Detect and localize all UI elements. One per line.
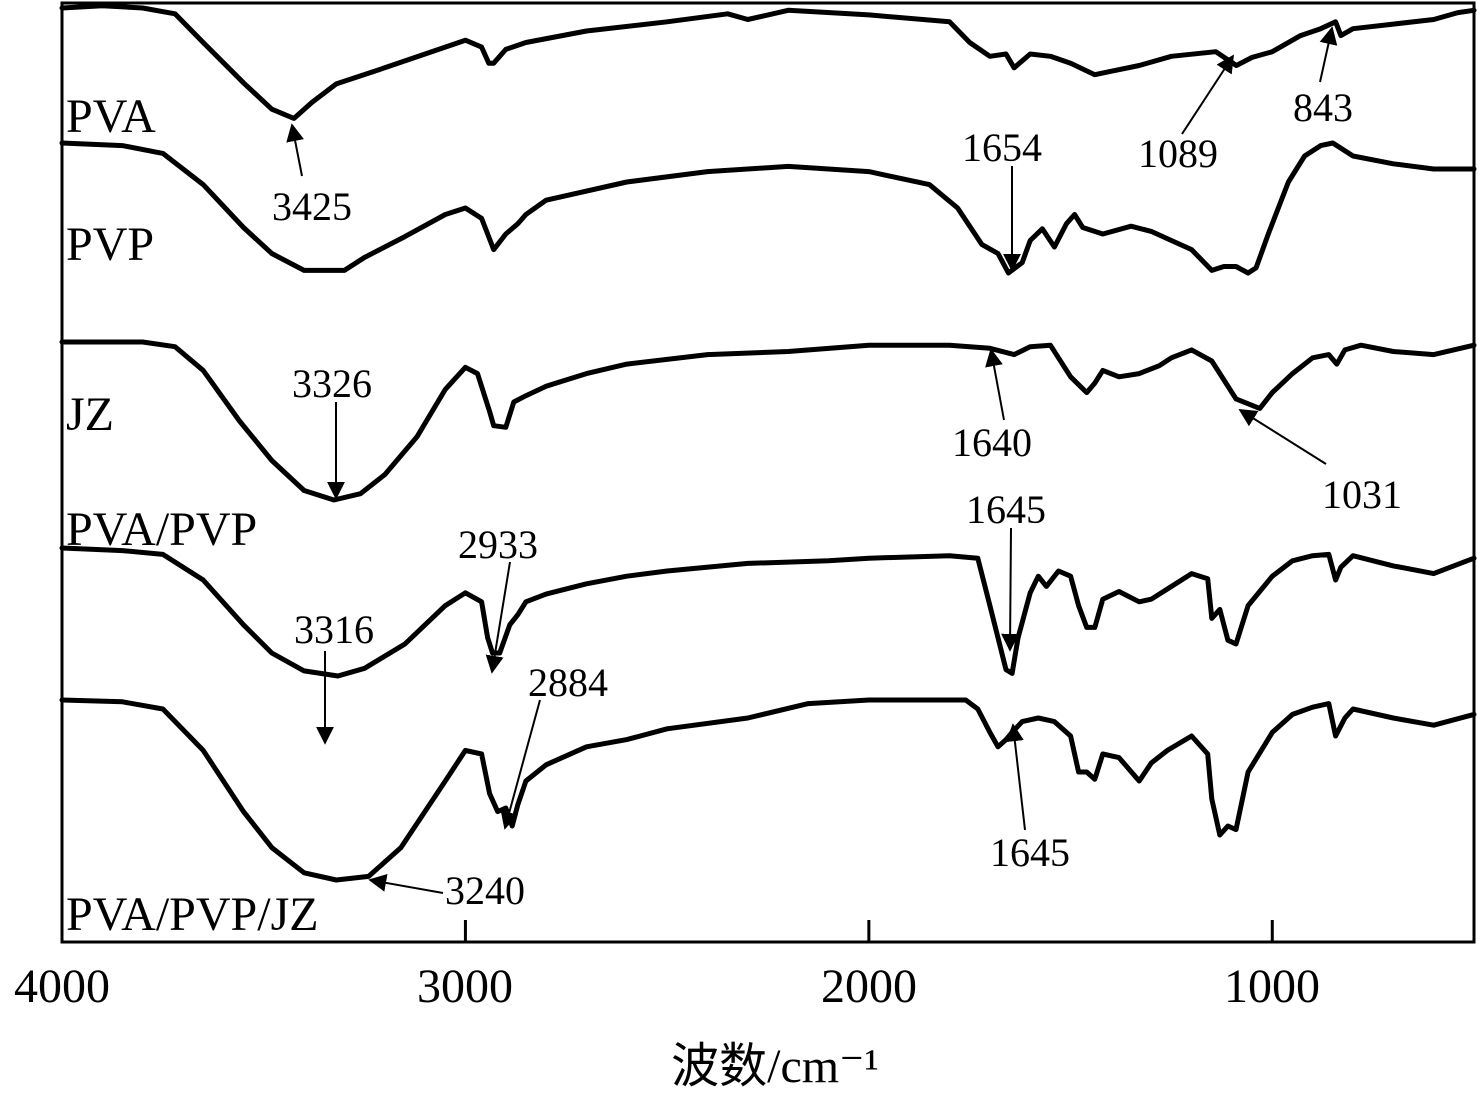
annotation-label-1645-bottom: 1645 [990, 830, 1070, 875]
annotation-arrow-3425-0 [286, 123, 304, 177]
annotation-label-1089: 1089 [1138, 131, 1218, 176]
annotation-arrows [286, 26, 1338, 894]
annotation-arrow-1031-6 [1238, 409, 1327, 465]
annotation-arrow-2933-7 [485, 561, 511, 674]
spectrum-line-jz [59, 339, 1477, 503]
annotation-label-2884: 2884 [528, 660, 608, 705]
annotation-label-843: 843 [1293, 85, 1353, 130]
plot-frame [60, 1, 1476, 944]
annotation-label-3240: 3240 [445, 868, 525, 913]
annotation-label-1654: 1654 [962, 125, 1042, 170]
x-tick-label-2000: 2000 [821, 960, 917, 1013]
annotation-arrow-843-3 [1319, 26, 1338, 83]
spectra-group [59, 3, 1477, 883]
annotation-arrow-1089-2 [1181, 54, 1234, 135]
annotation-arrow-1640-5 [985, 348, 1005, 421]
annotation-label-1031: 1031 [1322, 472, 1402, 517]
x-axis-title: 波数/cm⁻¹ [671, 1040, 879, 1093]
series-label-jz: JZ [66, 388, 114, 441]
spectrum-line-pva [59, 3, 1477, 121]
x-tick-label-1000: 1000 [1224, 960, 1320, 1013]
annotation-arrow-1645-8 [1001, 527, 1020, 652]
x-axis-ticks [60, 920, 1274, 942]
series-label-pva: PVA [66, 90, 156, 143]
series-label-pva-pvp-jz: PVA/PVP/JZ [66, 888, 319, 941]
series-label-pvp: PVP [66, 218, 154, 271]
spectrum-line-pva-pvp-jz [59, 697, 1477, 883]
x-tick-label-4000: 4000 [14, 960, 110, 1013]
annotation-label-3326: 3326 [292, 361, 372, 406]
annotation-arrow-2884-10 [500, 699, 541, 830]
annotation-label-1645-top: 1645 [966, 487, 1046, 532]
annotation-arrow-3240-12 [368, 873, 444, 894]
series-label-pva-pvp: PVA/PVP [66, 503, 257, 556]
annotation-label-3425: 3425 [272, 184, 352, 229]
spectrum-line-pvp [59, 140, 1477, 276]
annotation-label-1640: 1640 [952, 420, 1032, 465]
annotation-label-3316: 3316 [294, 607, 374, 652]
annotation-arrow-1645-11 [1005, 723, 1026, 831]
x-tick-label-3000: 3000 [417, 960, 513, 1013]
annotation-label-2933: 2933 [458, 522, 538, 567]
spectrum-line-pva-pvp [59, 545, 1477, 679]
